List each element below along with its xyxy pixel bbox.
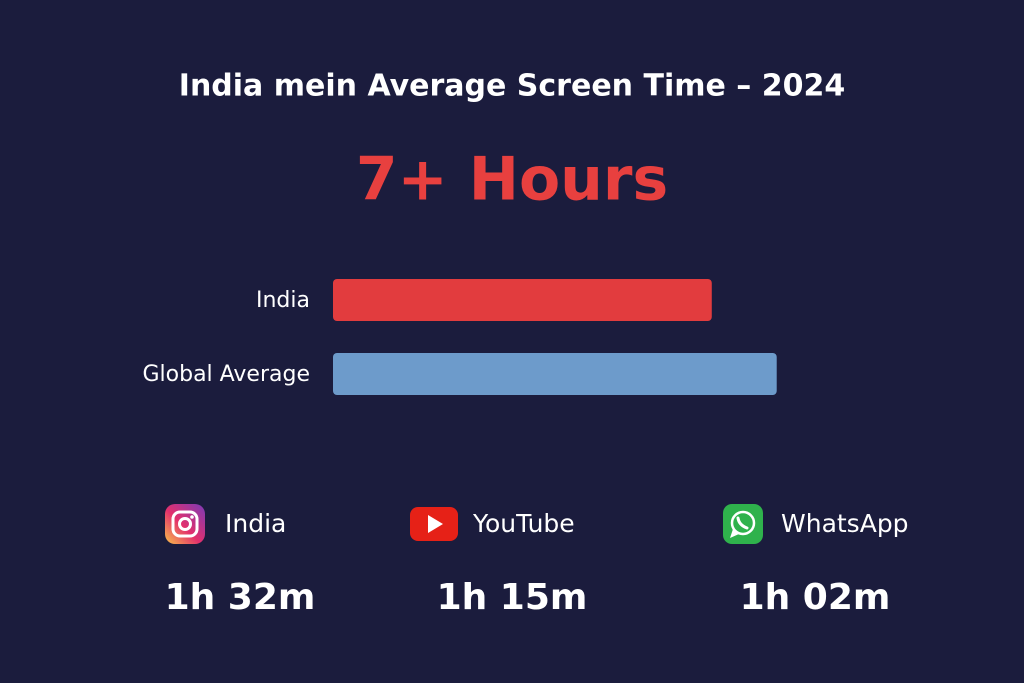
app-name: India xyxy=(225,509,286,538)
app-time: 1h 15m xyxy=(437,577,588,618)
app-time: 1h 32m xyxy=(165,577,316,618)
category-label: India xyxy=(256,288,310,313)
app-name: WhatsApp xyxy=(781,509,909,538)
app-name: YouTube xyxy=(472,509,575,538)
title: India mein Average Screen Time – 2024 xyxy=(179,69,845,104)
bar xyxy=(333,279,712,321)
youtube-icon xyxy=(410,507,458,541)
instagram-icon xyxy=(165,504,205,544)
whatsapp-icon xyxy=(723,504,763,544)
bar xyxy=(333,353,777,395)
category-label: Global Average xyxy=(142,362,310,387)
headline: 7+ Hours xyxy=(356,145,668,215)
app-time: 1h 02m xyxy=(740,577,891,618)
